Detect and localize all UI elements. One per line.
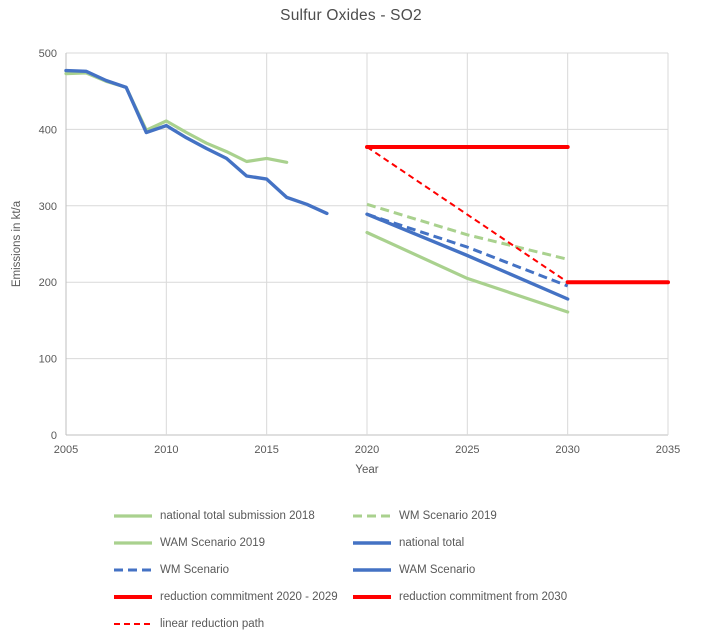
y-tick-label-500: 500 — [39, 48, 57, 60]
x-tick-label-2020: 2020 — [355, 444, 379, 456]
legend-item-wm-scenario-2019: WM Scenario 2019 — [352, 510, 672, 522]
y-tick-label-300: 300 — [39, 201, 57, 213]
series-linear-reduction-path — [366, 146, 569, 284]
y-tick-label-0: 0 — [51, 430, 57, 442]
series-wam-scenario — [365, 212, 570, 301]
legend-label-wm-scenario: WM Scenario — [160, 563, 230, 576]
legend-item-linear-reduction-path: linear reduction path — [113, 618, 352, 630]
legend: national total submission 2018 WM Scenari… — [113, 502, 672, 634]
legend-swatch-wam-scenario — [353, 567, 391, 572]
legend-swatch-wm-scenario-2019 — [353, 514, 391, 517]
legend-label-reduction-commitment-from-2030: reduction commitment from 2030 — [399, 590, 568, 603]
legend-swatch-national-total-submission-2018 — [114, 513, 152, 518]
legend-label-national-total: national total — [399, 536, 465, 549]
legend-item-wm-scenario: WM Scenario — [113, 564, 352, 576]
legend-item-national-total: national total — [352, 537, 672, 549]
y-tick-label-200: 200 — [39, 277, 57, 289]
legend-label-wam-scenario: WAM Scenario — [399, 563, 476, 576]
legend-swatch-national-total — [353, 540, 391, 545]
legend-swatch-linear-reduction-path — [114, 622, 152, 625]
x-axis-title: Year — [355, 464, 379, 476]
y-axis-title: Emissions in kt/a — [11, 200, 23, 288]
legend-label-wam-scenario-2019: WAM Scenario 2019 — [160, 536, 266, 549]
legend-swatch-reduction-commitment-from-2030 — [353, 594, 391, 599]
legend-label-national-total-submission-2018: national total submission 2018 — [160, 509, 315, 522]
legend-swatch-reduction-commitment-2020-2029 — [114, 594, 152, 599]
legend-item-national-total-submission-2018: national total submission 2018 — [113, 510, 352, 522]
series-wm-scenario-2019 — [366, 202, 569, 261]
series-wm-scenario — [366, 212, 569, 288]
legend-swatch-wam-scenario-2019 — [114, 540, 152, 545]
x-tick-label-2030: 2030 — [555, 444, 579, 456]
y-tick-label-100: 100 — [39, 354, 57, 366]
legend-item-reduction-commitment-from-2030: reduction commitment from 2030 — [352, 591, 672, 603]
series-national-total-submission-2018 — [64, 71, 289, 164]
legend-label-reduction-commitment-2020-2029: reduction commitment 2020 - 2029 — [160, 590, 338, 603]
plot-area: 2005 2010 2015 2020 2025 2030 2035 0 100 200 300 40… — [39, 48, 681, 456]
series-wam-scenario-2019 — [365, 230, 570, 314]
y-tick-label-400: 400 — [39, 124, 57, 136]
x-tick-label-2010: 2010 — [154, 444, 178, 456]
legend-label-linear-reduction-path: linear reduction path — [160, 617, 265, 630]
legend-item-wam-scenario: WAM Scenario — [352, 564, 672, 576]
legend-swatch-wm-scenario — [114, 568, 152, 571]
x-tick-label-2015: 2015 — [254, 444, 278, 456]
x-tick-label-2005: 2005 — [54, 444, 78, 456]
legend-label-wm-scenario-2019: WM Scenario 2019 — [399, 509, 497, 522]
chart-title: Sulfur Oxides - SO2 — [280, 7, 422, 24]
x-tick-label-2025: 2025 — [455, 444, 479, 456]
legend-item-wam-scenario-2019: WAM Scenario 2019 — [113, 537, 352, 549]
legend-item-reduction-commitment-2020-2029: reduction commitment 2020 - 2029 — [113, 591, 352, 603]
series-national-total — [64, 68, 329, 216]
x-tick-label-2035: 2035 — [656, 444, 680, 456]
